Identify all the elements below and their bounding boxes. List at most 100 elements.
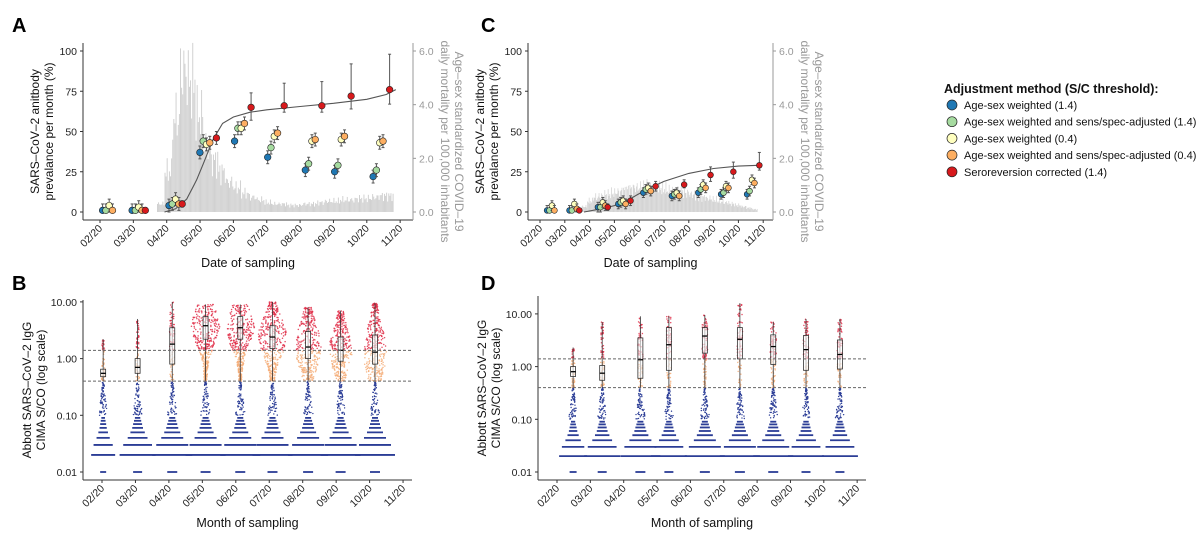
negative-point <box>137 400 139 402</box>
negative-point <box>574 404 576 406</box>
mortality-bar <box>252 195 254 212</box>
mortality-bar <box>317 200 319 212</box>
positive-point <box>364 353 366 355</box>
positive-point <box>234 309 237 311</box>
negative-point <box>173 411 176 413</box>
point-sens-spec-adjusted-1-4 <box>334 161 342 169</box>
positive-point <box>205 357 208 359</box>
positive-point <box>303 323 306 325</box>
positive-point <box>667 320 669 322</box>
negative-point <box>338 385 341 388</box>
positive-point <box>246 324 249 327</box>
negative-point <box>101 389 103 391</box>
positive-point <box>310 369 312 372</box>
negative-point <box>102 395 104 398</box>
negative-point <box>274 410 276 412</box>
positive-point <box>335 377 338 380</box>
mortality-bar <box>637 191 639 212</box>
box-iqr <box>637 337 644 379</box>
negative-point <box>376 402 378 404</box>
mortality-bar <box>680 186 682 212</box>
positive-point <box>368 370 370 372</box>
positive-point <box>208 318 211 321</box>
positive-point <box>309 329 311 332</box>
mortality-bar <box>254 199 256 212</box>
negative-point <box>375 392 377 394</box>
positive-point <box>298 361 300 364</box>
positive-point <box>310 307 312 309</box>
positive-point <box>197 346 199 348</box>
positive-point <box>207 309 209 311</box>
mortality-bar <box>226 179 228 212</box>
mortality-bar <box>654 190 656 212</box>
negative-point <box>666 397 669 399</box>
y-axis-title-line2: prevalance per month (%) <box>42 62 56 200</box>
mortality-bar <box>736 205 738 212</box>
mortality-bar <box>218 171 220 212</box>
negative-point <box>572 413 574 415</box>
positive-point <box>376 319 378 322</box>
negative-point <box>664 410 666 413</box>
mortality-bar <box>683 198 684 212</box>
positive-point <box>242 351 244 354</box>
negative-point <box>202 399 205 401</box>
positive-point <box>203 359 205 361</box>
positive-point <box>341 372 344 374</box>
mortality-bar <box>301 205 303 212</box>
positive-point <box>232 346 234 348</box>
positive-point <box>210 339 213 341</box>
mortality-bar <box>743 207 744 212</box>
positive-point <box>602 337 604 339</box>
positive-point <box>270 364 273 366</box>
negative-point <box>171 412 173 414</box>
positive-point <box>262 341 265 343</box>
positive-point <box>275 362 277 364</box>
positive-point <box>311 344 313 346</box>
mortality-bar <box>674 188 676 212</box>
negative-point <box>339 403 341 405</box>
mortality-bar <box>704 194 705 212</box>
positive-point <box>313 365 315 368</box>
negative-point <box>310 400 312 403</box>
positive-point <box>209 308 212 310</box>
x-tick-label: 11/20 <box>379 223 406 250</box>
negative-point <box>140 407 143 410</box>
positive-point <box>277 310 279 312</box>
x-tick-label: 06/20 <box>617 223 644 250</box>
positive-point <box>213 337 215 340</box>
negative-point <box>309 391 311 394</box>
negative-point <box>740 396 742 398</box>
positive-point <box>314 361 316 363</box>
negative-point <box>599 396 602 398</box>
positive-point <box>260 347 262 349</box>
mortality-bar <box>197 122 199 212</box>
positive-point <box>214 322 217 324</box>
mortality-bar <box>333 197 335 212</box>
positive-point <box>274 301 277 303</box>
mortality-bar <box>721 201 723 212</box>
mortality-bar <box>216 178 218 212</box>
positive-point <box>243 329 246 331</box>
mortality-bar <box>711 199 712 212</box>
positive-point <box>332 354 335 357</box>
positive-point <box>301 340 304 342</box>
mortality-bar <box>188 86 190 212</box>
positive-point <box>334 360 337 363</box>
y-right-tick-label: 0.0 <box>419 207 434 219</box>
negative-point <box>704 415 707 418</box>
negative-point <box>242 413 244 416</box>
mortality-bar <box>651 188 653 212</box>
negative-point <box>103 384 105 386</box>
negative-point <box>205 393 208 395</box>
mortality-bar <box>696 196 698 212</box>
mortality-bar <box>309 206 311 212</box>
mortality-bar <box>691 191 692 212</box>
positive-point <box>706 325 709 327</box>
positive-point <box>602 326 604 328</box>
positive-point <box>316 356 318 358</box>
negative-point <box>706 417 708 420</box>
panel-c-prevalence-chart: 02550751000.02.04.06.002/2003/2004/2005/… <box>473 40 826 270</box>
negative-point <box>603 410 605 412</box>
negative-point <box>203 406 206 408</box>
